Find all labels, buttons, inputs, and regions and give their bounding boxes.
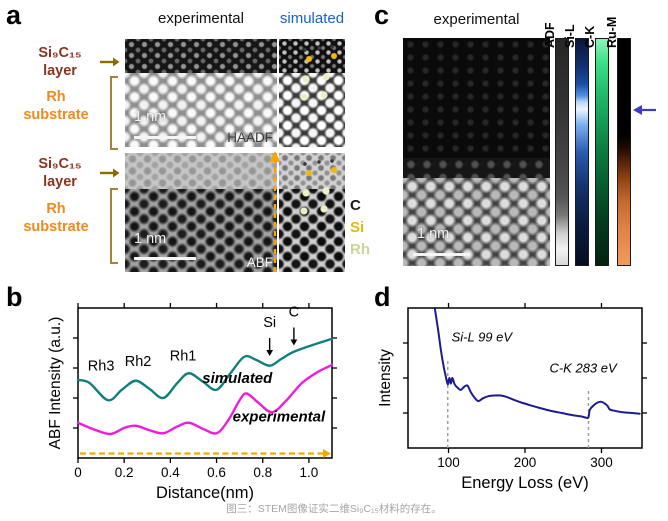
legend-rhodium: Rh <box>350 241 370 258</box>
svg-text:Intensity: Intensity <box>377 349 394 407</box>
c-k-strip-label: C-K <box>583 25 597 48</box>
svg-text:0.8: 0.8 <box>253 465 272 480</box>
abf-substrate-lattice <box>125 189 277 272</box>
svg-text:0.4: 0.4 <box>161 465 180 480</box>
substrate-label-word: substrate <box>23 219 89 236</box>
ru-m-strip-label: Ru-M <box>605 16 619 48</box>
svg-text:Distance(nm): Distance(nm) <box>156 484 254 502</box>
substrate-label-element: Rh <box>46 201 66 217</box>
scale-bar <box>413 253 470 256</box>
eels-spectrum-chart: 100 200 300 Si-L 99 eV C-K 283 eV Energy Loss… <box>377 303 647 492</box>
haadf-experimental-image: 1 nm HAADF <box>125 39 277 147</box>
scale-bar-text: 1 nm <box>134 109 167 125</box>
adf-strip-label: ADF <box>543 22 557 48</box>
panel-d-letter: d <box>374 282 391 312</box>
atom-model-overlay <box>279 153 345 272</box>
panel-a-header-experimental: experimental <box>158 10 244 27</box>
adf-strip <box>555 38 569 266</box>
panel-c-experimental-image: 1 nm <box>403 38 550 266</box>
si-l-strip-label: Si-L <box>563 24 577 48</box>
figure-caption: 图三：STEM图像证实二维Si₉C₁₅材料的存在。 <box>226 503 442 515</box>
vacuum-band <box>403 38 550 158</box>
panel-b-letter: b <box>6 282 23 312</box>
svg-text:ABF Intensity (a.u.): ABF Intensity (a.u.) <box>47 317 64 450</box>
legend-silicon: Si <box>350 219 365 236</box>
layer-label-abf: Si₉C₁₅ layer <box>14 155 106 191</box>
svg-text:0.2: 0.2 <box>115 465 134 480</box>
svg-text:C-K 283 eV: C-K 283 eV <box>549 360 618 375</box>
svg-text:1.0: 1.0 <box>300 465 319 480</box>
scale-bar <box>134 136 196 139</box>
abf-layer-band <box>125 153 277 189</box>
svg-text:Rh3: Rh3 <box>88 358 115 374</box>
haadf-tag: HAADF <box>227 130 273 145</box>
layer-label-word: layer <box>43 174 77 191</box>
svg-text:200: 200 <box>514 455 537 470</box>
layer-label-formula: Si₉C₁₅ <box>38 156 82 172</box>
abf-simulated-image <box>279 153 345 272</box>
panel-a-header-simulated: simulated <box>279 10 345 27</box>
haadf-layer-band <box>125 39 277 73</box>
abf-intensity-chart: 0 0.2 0.4 0.6 0.8 1.0 simulated experimental Rh3… <box>47 303 337 502</box>
scale-bar <box>134 257 196 260</box>
svg-text:Rh1: Rh1 <box>170 349 197 365</box>
layer-pointer-arrow-icon <box>100 168 120 178</box>
panel-a-letter: a <box>6 0 22 30</box>
scale-bar-text: 1 nm <box>134 231 167 247</box>
abf-experimental-image: 1 nm ABF <box>125 153 277 272</box>
layer-band <box>403 158 550 178</box>
svg-text:Si-L 99 eV: Si-L 99 eV <box>452 330 514 345</box>
si-l-map-strip <box>575 38 589 266</box>
svg-text:experimental: experimental <box>233 408 326 425</box>
substrate-bracket-abf <box>110 188 118 264</box>
abf-tag: ABF <box>246 255 273 270</box>
line-profile-arrow-icon <box>269 151 281 272</box>
svg-text:C: C <box>289 304 299 320</box>
layer-position-arrow-icon <box>633 105 656 115</box>
substrate-label-abf: Rh substrate <box>8 200 104 236</box>
svg-text:Energy Loss (eV): Energy Loss (eV) <box>461 474 588 492</box>
substrate-label-haadf: Rh substrate <box>8 88 104 124</box>
svg-text:simulated: simulated <box>202 370 273 387</box>
layer-label-haadf: Si₉C₁₅ layer <box>14 44 106 80</box>
svg-text:0.6: 0.6 <box>207 465 226 480</box>
ru-m-map-strip <box>617 38 631 266</box>
atom-model-overlay <box>279 39 345 147</box>
layer-label-word: layer <box>43 63 77 80</box>
svg-text:100: 100 <box>437 455 460 470</box>
substrate-lattice <box>403 178 550 266</box>
svg-text:Rh2: Rh2 <box>125 354 152 370</box>
layer-pointer-arrow-icon <box>100 57 120 67</box>
svg-text:300: 300 <box>590 455 613 470</box>
panel-c-header: experimental <box>433 11 520 28</box>
haadf-simulated-image <box>279 39 345 147</box>
svg-text:Si: Si <box>263 315 276 331</box>
substrate-label-element: Rh <box>46 89 66 105</box>
haadf-substrate-lattice <box>125 73 277 147</box>
substrate-label-word: substrate <box>23 107 89 124</box>
scale-bar-text: 1 nm <box>417 226 450 242</box>
c-k-map-strip <box>595 38 609 266</box>
substrate-bracket-haadf <box>110 76 118 150</box>
panel-c-letter: c <box>374 0 390 30</box>
legend-carbon: C <box>350 197 361 214</box>
svg-text:0: 0 <box>74 465 82 480</box>
layer-label-formula: Si₉C₁₅ <box>38 45 82 61</box>
